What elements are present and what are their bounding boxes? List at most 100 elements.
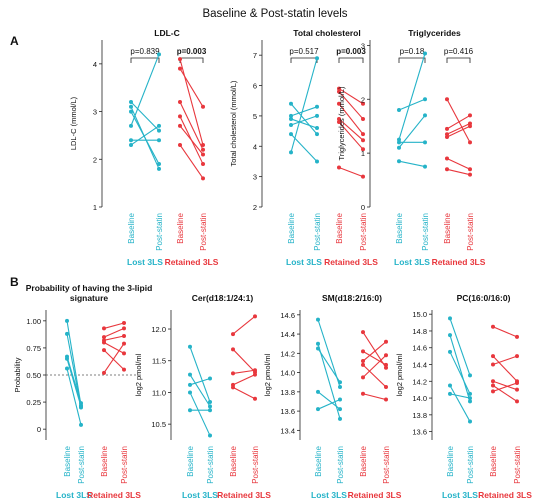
x-tick-label: Post-statin: [251, 446, 260, 484]
y-tick-label: 1: [361, 149, 365, 158]
data-point-post-statin: [423, 164, 427, 169]
data-point-baseline: [316, 341, 320, 346]
data-point-baseline: [337, 116, 341, 121]
pvalue-label: p=0.517: [289, 47, 319, 56]
series-line: [446, 114, 471, 130]
data-point-baseline: [129, 138, 133, 143]
y-tick-label: 14.0: [280, 369, 295, 378]
data-point-baseline: [289, 116, 293, 121]
data-point-baseline: [337, 89, 341, 94]
pvalue-label: p=0.003: [177, 47, 207, 56]
y-tick-label: 14.2: [280, 349, 295, 358]
data-point-baseline: [445, 134, 449, 139]
y-tick-label: 11.5: [152, 357, 166, 366]
data-point-baseline: [361, 349, 365, 354]
series-line: [179, 144, 204, 179]
x-tick-label: Post-statin: [120, 446, 129, 484]
series-line: [130, 101, 160, 132]
series-line: [446, 98, 471, 143]
group-label: Retained 3LS: [217, 490, 271, 500]
data-point-post-statin: [338, 380, 342, 385]
data-point-baseline: [129, 142, 133, 147]
y-tick-label: 3: [361, 41, 365, 50]
group-label: Retained 3LS: [324, 257, 378, 267]
y-tick-label: 2: [361, 95, 365, 104]
chart-2: Total cholesterol 2 3 4 5 6 7 Total cholesterol…: [229, 28, 378, 267]
data-point-post-statin: [315, 113, 319, 118]
series-line: [492, 382, 518, 392]
data-point-post-statin: [468, 419, 472, 424]
y-tick-label: 1: [93, 203, 97, 212]
data-point-baseline: [448, 349, 452, 354]
data-point-baseline: [316, 407, 320, 412]
data-point-baseline: [491, 389, 495, 394]
group-label: Retained 3LS: [165, 257, 219, 267]
series-line: [398, 160, 426, 168]
chart-3: Triglycerides 0 1 2 3 Triglycerides (mmol/L) p…: [337, 28, 486, 267]
data-point-baseline: [129, 104, 133, 109]
chart-title: LDL-C: [154, 28, 180, 38]
data-point-post-statin: [79, 422, 83, 427]
data-point-post-statin: [384, 353, 388, 358]
data-point-post-statin: [515, 387, 519, 392]
pvalue-bracket: [290, 57, 318, 63]
data-point-baseline: [178, 100, 182, 105]
data-point-baseline: [397, 145, 401, 150]
data-point-post-statin: [79, 404, 83, 409]
x-tick-label: Baseline: [287, 212, 296, 243]
series-line: [66, 368, 82, 425]
group-label: Lost 3LS: [286, 257, 322, 267]
data-point-post-statin: [361, 174, 365, 179]
series-line: [290, 115, 318, 126]
data-point-post-statin: [338, 407, 342, 412]
group-label: Retained 3LS: [348, 490, 402, 500]
x-tick-label: Baseline: [489, 445, 498, 476]
pvalue-bracket: [130, 57, 160, 63]
y-tick-label: 0.50: [26, 371, 41, 380]
x-tick-label: Post-statin: [513, 446, 522, 484]
data-point-baseline: [448, 333, 452, 338]
data-point-baseline: [65, 366, 69, 371]
series-line: [338, 167, 364, 178]
pvalue-label: p=0.18: [400, 47, 425, 56]
data-point-post-statin: [361, 132, 365, 137]
data-point-baseline: [361, 330, 365, 335]
series-line: [66, 356, 82, 404]
data-point-baseline: [178, 123, 182, 128]
y-tick-label: 14.4: [280, 330, 295, 339]
series-line: [362, 331, 387, 369]
data-point-post-statin: [253, 372, 257, 377]
series-line: [446, 123, 471, 135]
y-tick-label: 14.4: [412, 361, 427, 370]
data-point-post-statin: [315, 56, 319, 61]
data-point-post-statin: [157, 138, 161, 143]
y-axis-label: LDL-C (mmol/L): [69, 96, 78, 150]
data-point-post-statin: [122, 367, 126, 372]
series-line: [362, 393, 387, 401]
y-tick-label: 3: [253, 173, 257, 182]
y-axis-label: log2 pmol/ml: [395, 353, 404, 396]
data-point-baseline: [316, 346, 320, 351]
chart-title-line: signature: [70, 293, 109, 303]
data-point-post-statin: [468, 373, 472, 378]
y-axis-label: Probability: [13, 357, 22, 392]
data-point-baseline: [491, 354, 495, 359]
y-tick-label: 14.8: [412, 327, 427, 336]
y-tick-label: 14.6: [412, 344, 427, 353]
data-point-baseline: [491, 379, 495, 384]
data-point-post-statin: [315, 132, 319, 137]
data-point-baseline: [491, 383, 495, 388]
data-point-post-statin: [157, 162, 161, 167]
data-point-post-statin: [122, 321, 126, 325]
chart-5: Cer(d18:1/24:1) 10.5 11.0 11.5 12.0 log2 pmol…: [134, 293, 271, 500]
data-point-post-statin: [208, 399, 212, 404]
data-point-post-statin: [515, 399, 519, 404]
series-line: [338, 88, 364, 105]
series-line: [179, 101, 204, 150]
pvalue-bracket: [338, 57, 364, 63]
chart-7: PC(16:0/16:0) 13.6 13.8 14.0 14.2 14.4 14.6 14.…: [395, 293, 532, 500]
series-line: [179, 125, 204, 155]
chart-title: Triglycerides: [408, 28, 461, 38]
data-point-baseline: [448, 316, 452, 321]
data-point-post-statin: [157, 166, 161, 171]
